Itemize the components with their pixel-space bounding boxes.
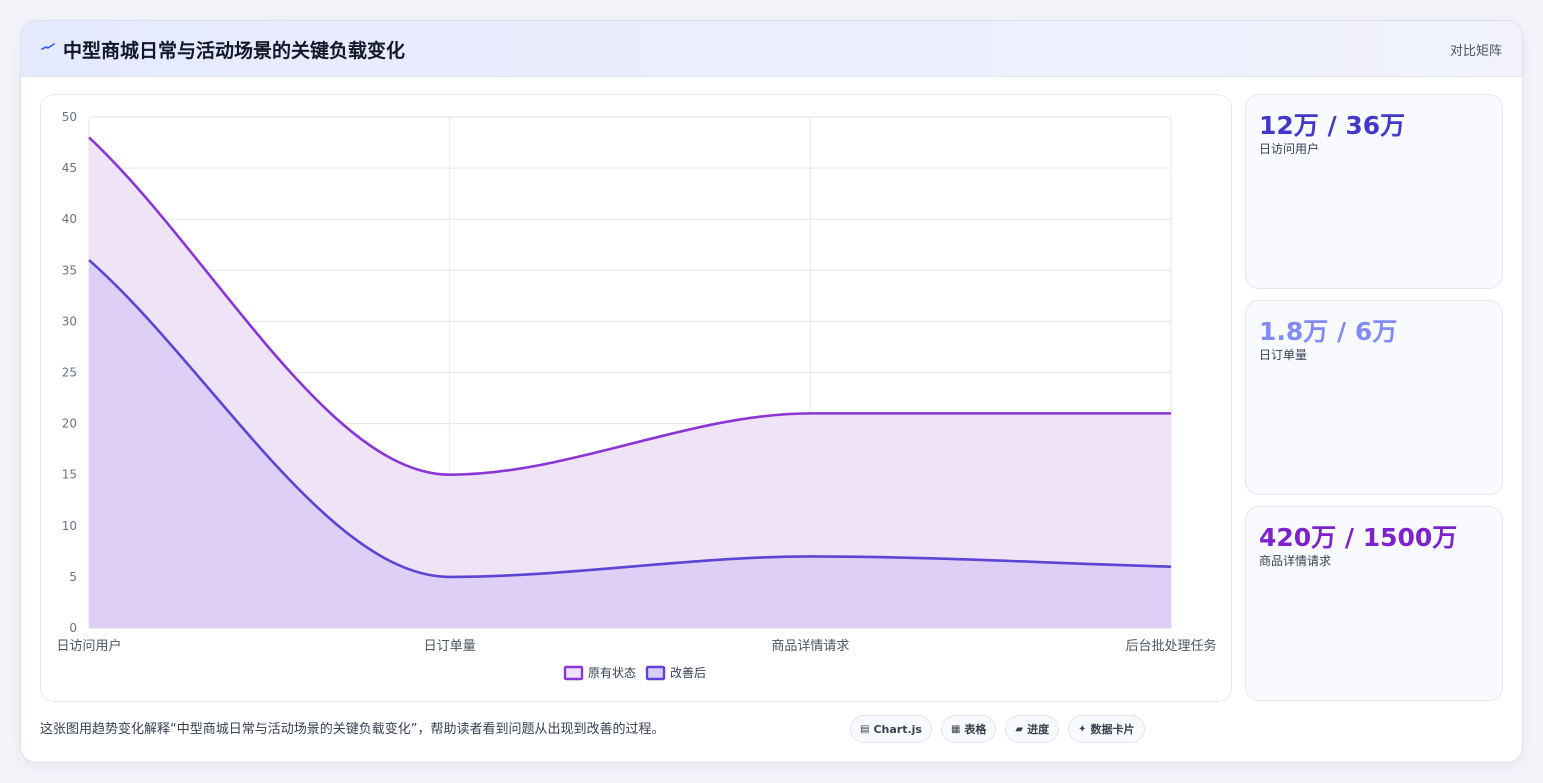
- stat-value: 420万 / 1500万: [1259, 523, 1458, 552]
- legend-label: 改善后: [670, 665, 706, 680]
- y-tick-label: 25: [62, 366, 77, 380]
- stat-label: 商品详情请求: [1259, 554, 1332, 568]
- y-tick-label: 10: [62, 519, 77, 533]
- stat-value: 1.8万 / 6万: [1259, 317, 1398, 346]
- chip-label: 表格: [964, 723, 987, 736]
- chip-label: 进度: [1027, 723, 1050, 736]
- stat-value: 12万 / 36万: [1259, 111, 1406, 140]
- series-line-1: [88, 259, 1172, 579]
- table-icon: ▦: [950, 723, 961, 735]
- stat-card-detail-requests: 420万 / 1500万 商品详情请求: [1245, 506, 1503, 701]
- legend-label: 原有状态: [588, 666, 636, 680]
- header-tag: 对比矩阵: [1449, 44, 1502, 59]
- series-area-1: [89, 260, 1171, 628]
- y-tick-label: 0: [69, 621, 77, 635]
- chip-data-cards[interactable]: ✦ 数据卡片: [1068, 715, 1145, 743]
- y-tick-label: 30: [62, 314, 77, 328]
- area-chart: 0 5 10 15 20 25 30 35 40 45 50 日访问用户 日订单量 商品详情请求 后台批处理…: [56, 110, 1217, 681]
- chart-description: 这张图用趋势变化解释“中型商城日常与活动场景的关键负载变化”，帮助读者看到问题从…: [40, 722, 665, 737]
- x-tick-label: 日订单量: [424, 639, 476, 654]
- x-tick-label: 商品详情请求: [771, 639, 849, 654]
- chip-progress[interactable]: ▰ 进度: [1005, 715, 1060, 743]
- pulse-icon: [41, 43, 55, 50]
- legend-swatch: [645, 665, 666, 681]
- progress-icon: ▰: [1015, 723, 1024, 735]
- chart-panel: 0 5 10 15 20 25 30 35 40 45 50 日访问用户 日订单量 商品详情请求 后台批处理…: [40, 94, 1232, 702]
- chip-label: 数据卡片: [1090, 723, 1135, 736]
- chart-icon: ▤: [860, 723, 870, 735]
- series-line-0: [88, 136, 1171, 477]
- sparkle-icon: ✦: [1078, 723, 1087, 735]
- y-tick-label: 35: [62, 263, 77, 277]
- page-title: 中型商城日常与活动场景的关键负载变化: [63, 40, 406, 62]
- card-header: 中型商城日常与活动场景的关键负载变化 对比矩阵: [21, 21, 1522, 77]
- y-tick-label: 20: [62, 417, 77, 431]
- y-tick-label: 5: [69, 570, 77, 584]
- stat-label: 日订单量: [1259, 348, 1308, 362]
- y-tick-label: 15: [62, 468, 77, 482]
- chip-label: Chart.js: [873, 722, 922, 736]
- dashboard-card: 中型商城日常与活动场景的关键负载变化 对比矩阵 0 5 10 15 20 25 30 35 40…: [20, 20, 1523, 763]
- y-tick-label: 50: [62, 110, 77, 124]
- chip-table[interactable]: ▦ 表格: [940, 715, 997, 743]
- y-tick-label: 45: [62, 161, 77, 175]
- y-tick-label: 40: [62, 212, 77, 226]
- legend-swatch: [563, 665, 584, 681]
- stat-card-orders: 1.8万 / 6万 日订单量: [1245, 300, 1503, 495]
- x-tick-label: 日访问用户: [56, 638, 121, 654]
- stat-card-visitors: 12万 / 36万 日访问用户: [1245, 94, 1503, 289]
- feature-chips: ▤ Chart.js ▦ 表格 ▰ 进度 ✦ 数据卡片: [850, 715, 1145, 743]
- series-area-0: [89, 137, 1171, 628]
- chip-chartjs[interactable]: ▤ Chart.js: [850, 715, 932, 743]
- stat-label: 日访问用户: [1259, 142, 1320, 156]
- x-tick-label: 后台批处理任务: [1125, 638, 1216, 654]
